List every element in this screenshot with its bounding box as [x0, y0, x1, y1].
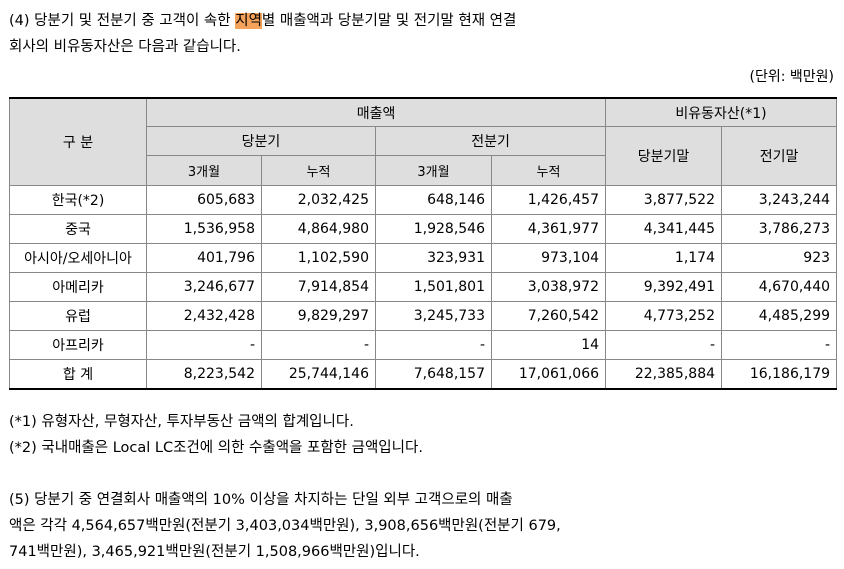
region-label: 합 계 — [9, 359, 147, 390]
value-cell: 4,864,980 — [261, 214, 376, 244]
region-label: 아메리카 — [9, 272, 147, 302]
header-3months-current: 3개월 — [146, 155, 262, 186]
value-cell: - — [605, 330, 723, 360]
header-noncurrent-assets: 비유동자산(*1) — [605, 97, 838, 127]
value-cell: 3,245,733 — [375, 301, 492, 331]
value-cell: 3,243,244 — [721, 185, 838, 215]
value-cell: 3,786,273 — [721, 214, 838, 244]
value-cell: 648,146 — [375, 185, 492, 215]
header-category: 구 분 — [9, 97, 147, 186]
note-1: (*1) 유형자산, 무형자산, 투자부동산 금액의 합계입니다. — [9, 414, 354, 430]
value-cell: 1,102,590 — [261, 243, 376, 273]
paragraph-4-line-1: (4) 당분기 및 전분기 중 고객이 속한 지역별 매출액과 당분기말 및 전… — [9, 9, 516, 30]
value-cell: 16,186,179 — [721, 359, 838, 390]
header-3months-prior: 3개월 — [375, 155, 492, 186]
value-cell: 923 — [721, 243, 838, 273]
header-row-1: 구 분 매출액 비유동자산(*1) — [9, 97, 838, 186]
value-cell: 1,501,801 — [375, 272, 492, 302]
value-cell: 1,536,958 — [146, 214, 262, 244]
value-cell: 4,670,440 — [721, 272, 838, 302]
value-cell: 4,341,445 — [605, 214, 723, 244]
regional-sales-table: 구 분 매출액 비유동자산(*1) 당분기 전분기 당분기말 전기말 3개월 누… — [9, 97, 838, 390]
value-cell: 4,773,252 — [605, 301, 723, 331]
table-row: 한국(*2) 605,683 2,032,425 648,146 1,426,457 3,… — [9, 185, 838, 215]
header-sales: 매출액 — [145, 97, 607, 127]
header-cumulative-prior: 누적 — [490, 155, 607, 186]
region-label: 중국 — [9, 214, 147, 244]
paragraph-4-text-a: (4) 당분기 및 전분기 중 고객이 속한 — [9, 13, 236, 29]
table-row: 아메리카 3,246,677 7,914,854 1,501,801 3,038,972… — [9, 272, 838, 302]
table-row: 아프리카 - - -14- - — [9, 330, 838, 360]
header-prior-quarter: 전분기 — [374, 126, 607, 156]
value-cell: 4,361,977 — [490, 214, 607, 244]
value-cell: 4,485,299 — [721, 301, 838, 331]
table-row: 중국 1,536,958 4,864,980 1,928,546 4,361,977 4,… — [9, 214, 838, 244]
header-prior-year-end: 전기말 — [721, 126, 838, 186]
value-cell: 14 — [490, 330, 607, 360]
header-current-quarter-end: 당분기말 — [605, 126, 723, 186]
unit-label: (단위: 백만원) — [749, 69, 835, 85]
value-cell: 2,432,428 — [146, 301, 262, 331]
value-cell: 22,385,884 — [605, 359, 723, 390]
value-cell: 2,032,425 — [261, 185, 376, 215]
region-label: 아시아/오세아니아 — [9, 243, 147, 273]
value-cell: 25,744,146 — [261, 359, 376, 390]
region-label: 한국(*2) — [9, 185, 147, 215]
value-cell: 401,796 — [146, 243, 262, 273]
paragraph-4-line-2: 회사의 비유동자산은 다음과 같습니다. — [9, 39, 241, 55]
value-cell: 9,829,297 — [261, 301, 376, 331]
value-cell: 1,928,546 — [375, 214, 492, 244]
note-2: (*2) 국내매출은 Local LC조건에 의한 수출액을 포함한 금액입니다… — [9, 440, 423, 456]
highlighted-text: 지역 — [235, 13, 262, 29]
value-cell: - — [261, 330, 376, 360]
header-current-quarter: 당분기 — [146, 126, 376, 156]
value-cell: 1,426,457 — [490, 185, 607, 215]
value-cell: 7,914,854 — [261, 272, 376, 302]
region-label: 아프리카 — [9, 330, 147, 360]
paragraph-5-line-2: 액은 각각 4,564,657백만원(전분기 3,403,034백만원), 3,… — [9, 518, 561, 534]
value-cell: 3,038,972 — [490, 272, 607, 302]
total-row: 합 계 8,223,542 25,744,146 7,648,157 17,061,06… — [9, 359, 838, 390]
value-cell: - — [721, 330, 838, 360]
value-cell: 3,877,522 — [605, 185, 723, 215]
table-row: 유럽 2,432,428 9,829,297 3,245,733 7,260,542 4,… — [9, 301, 838, 331]
value-cell: 973,104 — [490, 243, 607, 273]
value-cell: - — [146, 330, 262, 360]
value-cell: 1,174 — [605, 243, 723, 273]
value-cell: 7,648,157 — [375, 359, 492, 390]
header-row-2: 당분기 전분기 당분기말 전기말 — [10, 126, 838, 186]
value-cell: 8,223,542 — [146, 359, 262, 390]
paragraph-5-line-3: 741백만원), 3,465,921백만원(전분기 1,508,966백만원)입… — [9, 544, 420, 560]
paragraph-4-text-b: 별 매출액과 당분기말 및 전기말 현재 연결 — [261, 13, 517, 29]
value-cell: 9,392,491 — [605, 272, 723, 302]
value-cell: 605,683 — [146, 185, 262, 215]
value-cell: 323,931 — [375, 243, 492, 273]
value-cell: 17,061,066 — [490, 359, 607, 390]
value-cell: 7,260,542 — [490, 301, 607, 331]
region-label: 유럽 — [9, 301, 147, 331]
value-cell: - — [375, 330, 492, 360]
paragraph-5-line-1: (5) 당분기 중 연결회사 매출액의 10% 이상을 차지하는 단일 외부 고… — [9, 492, 513, 508]
table-row: 아시아/오세아니아 401,796 1,102,590 323,931 973,104 1… — [9, 243, 838, 273]
value-cell: 3,246,677 — [146, 272, 262, 302]
header-row-3: 3개월 누적 3개월 누적 — [10, 155, 837, 186]
header-cumulative-current: 누적 — [261, 155, 376, 186]
